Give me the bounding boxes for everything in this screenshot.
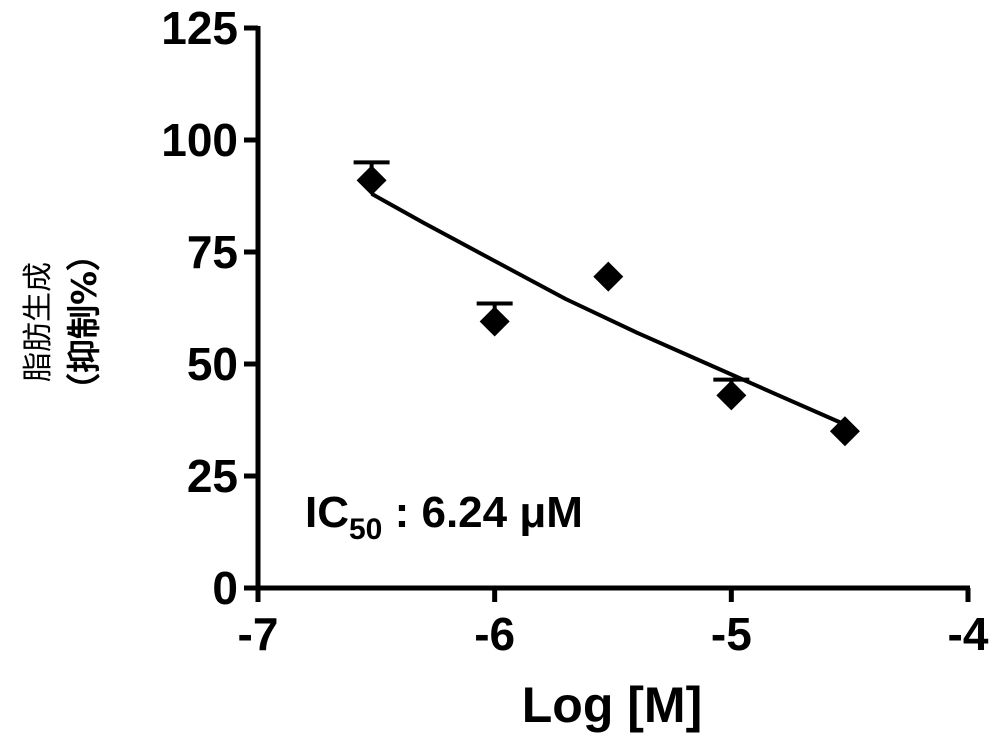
y-tick-label: 125 [161, 2, 238, 54]
y-tick-label: 50 [187, 338, 238, 390]
x-tick-label: -5 [711, 608, 752, 660]
fit-curve-group [372, 194, 845, 425]
y-axis-title-line2: （抑制%） [65, 237, 105, 407]
y-tick-label: 25 [187, 450, 238, 502]
ic50-subscript: 50 [349, 513, 382, 546]
axes: 0 25 50 75 100 125 -7 -6 -5 -4 [161, 2, 989, 660]
data-point-diamond [357, 165, 387, 195]
data-points [357, 165, 860, 446]
y-axis-title-line1: 脂肪生成 [21, 262, 56, 382]
x-tick-label: -7 [238, 608, 279, 660]
ic50-annotation: IC50 : 6.24 μM [305, 488, 583, 546]
y-tick-label: 75 [187, 226, 238, 278]
error-bars [354, 162, 750, 395]
data-point-diamond [593, 262, 623, 292]
ic50-prefix: IC [305, 488, 349, 537]
x-tick-label: -4 [948, 608, 989, 660]
data-point-diamond [716, 380, 746, 410]
data-point-diamond [480, 306, 510, 336]
x-tick-label: -6 [474, 608, 515, 660]
ic50-value: : 6.24 μM [382, 488, 583, 537]
x-axis-title: Log [M] [522, 677, 702, 733]
y-tick-label: 0 [212, 562, 238, 614]
y-tick-label: 100 [161, 114, 238, 166]
fit-curve [372, 194, 845, 425]
